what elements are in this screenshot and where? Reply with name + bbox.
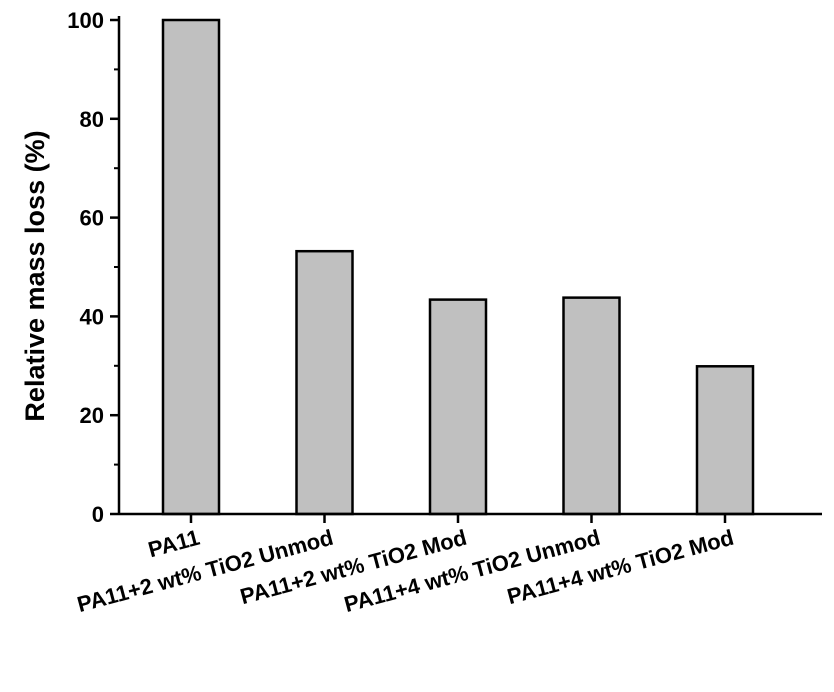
y-tick-label: 80 [80, 107, 104, 132]
y-tick-label: 40 [80, 304, 104, 329]
x-category-label: PA11 [145, 525, 202, 563]
y-tick-label: 20 [80, 403, 104, 428]
y-tick-label: 100 [67, 8, 104, 33]
x-category-label: PA11+4 wt% TiO2 Mod [504, 525, 736, 610]
bars-layer [161, 18, 755, 516]
bar [295, 249, 354, 516]
bar [428, 298, 488, 516]
y-axis-title: Relative mass loss (%) [20, 130, 50, 421]
y-tick-label: 60 [80, 206, 104, 231]
y-tick-label: 0 [92, 502, 104, 527]
bar [695, 365, 755, 516]
bar [161, 18, 221, 516]
y-axis: 0 20 40 60 80 100 [67, 8, 121, 527]
bar [562, 296, 621, 516]
